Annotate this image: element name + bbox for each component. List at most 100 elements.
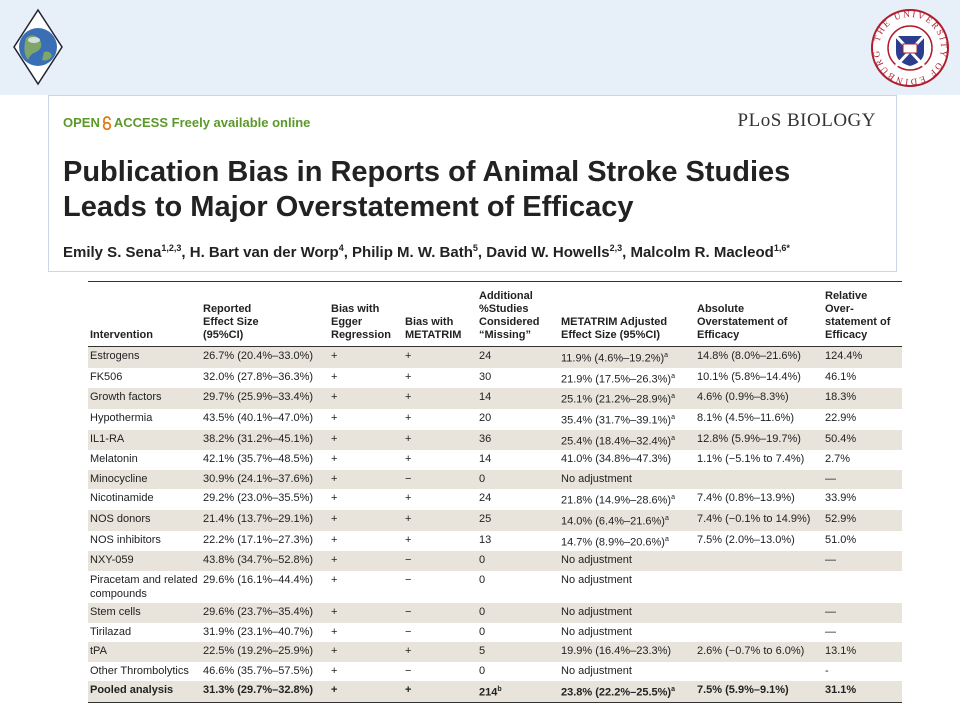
table-cell: + — [405, 533, 412, 546]
table-cell: 41.0% (34.8%–47.3%) — [561, 453, 672, 466]
table-cell: + — [331, 664, 338, 677]
table-cell: + — [329, 388, 403, 409]
table-cell: + — [403, 429, 477, 451]
table-cell: 32.0% (27.8%–36.3%) — [203, 370, 314, 383]
table-cell: 38.2% (31.2%–45.1%) — [201, 429, 329, 451]
cell-text: 25.4% (18.4%–32.4%) — [561, 435, 672, 448]
column-header: Relative Over- statement of Efficacy — [823, 281, 902, 347]
author-affiliation: 5 — [472, 243, 478, 253]
author-name: David W. Howells — [486, 244, 610, 261]
paper-title: Leads to Major Overstatement of Efficacy — [63, 191, 634, 223]
table-cell: + — [405, 492, 412, 505]
table-cell: 31.9% (23.1%–40.7%) — [203, 625, 314, 638]
logo-right: THE UNIVERSITY OF EDINBURGH — [870, 8, 949, 87]
cell-footnote: a — [671, 393, 675, 401]
table-cell: 5 — [477, 642, 559, 662]
paper-title: Publication Bias in Reports of Animal St… — [63, 156, 791, 188]
table-cell: No adjustment — [561, 664, 632, 677]
table-cell: 0 — [477, 469, 559, 490]
table-cell: 14.0% (6.4%–21.6%)a — [559, 510, 695, 531]
table-row: Pooled analysis 31.3% (29.7%–32.8%) + +214b… — [88, 681, 902, 704]
column-header: Bias with Egger Regression — [329, 281, 403, 347]
table-cell: + — [403, 388, 477, 409]
table-cell: 42.1% (35.7%–48.5%) — [203, 453, 314, 466]
table-cell: 22.5% (19.2%–25.9%) — [201, 642, 329, 662]
table-cell: + — [403, 681, 477, 704]
table-cell: 23.8% (22.2%–25.5%)a — [559, 681, 695, 704]
table-cell: 21.9% (17.5%–26.3%)a — [559, 368, 695, 389]
table-cell: 4.6% (0.9%–8.3%) — [695, 388, 823, 409]
author: Malcolm R. Macleod1,6* — [630, 243, 789, 261]
table-cell: 8.1% (4.5%–11.6%) — [697, 411, 795, 424]
table-row: NOS donors 21.4% (13.7%–29.1%) + +25 14.0% (… — [88, 510, 902, 531]
table-row: Growth factors 29.7% (25.9%–33.4%) + +14 25.… — [88, 388, 902, 409]
results-table: Intervention Reported Effect Size (95%CI)… — [88, 281, 902, 704]
table-cell: + — [331, 453, 338, 466]
table-cell: − — [405, 664, 412, 677]
author-affiliation: 4 — [338, 243, 344, 253]
table-row: Stem cells 29.6% (23.7%–35.4%) + −0 No adjus… — [88, 603, 902, 623]
table-cell: 43.5% (40.1%–47.0%) — [203, 411, 314, 424]
table-row: NXY-059 43.8% (34.7%–52.8%) + −0 No adjustme… — [88, 551, 902, 572]
author-affiliation: 2,3 — [609, 243, 623, 253]
table-cell: 29.6% (23.7%–35.4%) — [201, 603, 329, 623]
table-cell: + — [329, 681, 403, 704]
table-cell: Stem cells — [88, 603, 201, 623]
table-cell: + — [329, 510, 403, 531]
author-affiliation: 1,2,3 — [161, 243, 182, 253]
table-cell: IL1-RA — [88, 429, 201, 451]
paper-header: OPEN ACCESS Freely available online PLoS … — [48, 95, 897, 272]
table-row: Other Thrombolytics 46.6% (35.7%–57.5%) + −… — [88, 662, 902, 682]
table-row: Piracetam and related compounds 29.6% (16… — [88, 571, 902, 603]
table-cell: NOS donors — [88, 510, 201, 531]
table-row: Melatonin 42.1% (35.7%–48.5%) + +14 41.0% (3… — [88, 450, 902, 470]
table-cell: 0 — [477, 551, 559, 572]
table-cell — [695, 603, 823, 623]
table-cell: 0 — [477, 603, 559, 623]
cell-footnote: a — [664, 515, 669, 523]
table-cell: — — [823, 551, 902, 572]
table-cell: + — [403, 642, 477, 662]
author-name: H. Bart van der Worp — [189, 244, 339, 261]
table-cell: + — [329, 551, 403, 572]
table-cell: 29.2% (23.0%–35.5%) — [203, 492, 314, 505]
table-row: Estrogens 26.7% (20.4%–33.0%) + +24 11.9% (4… — [88, 346, 902, 368]
logo-left — [13, 8, 63, 86]
table-body: Estrogens 26.7% (20.4%–33.0%) + +24 11.9% (4… — [88, 346, 902, 704]
cell-text: 214 — [479, 687, 498, 700]
table-cell: — — [823, 603, 902, 623]
table-cell: 36 — [477, 429, 559, 451]
table-cell: + — [329, 603, 403, 623]
table-cell: 46.1% — [825, 370, 857, 383]
table-cell: + — [331, 492, 338, 505]
cell-footnote: a — [671, 413, 675, 421]
table-cell: 20 — [479, 411, 492, 424]
table-cell: 7.4% (−0.1% to 14.9%) — [695, 510, 823, 531]
table-cell: Growth factors — [88, 388, 201, 409]
table-cell: 29.6% (16.1%–44.4%) — [203, 574, 314, 587]
author-name: Philip M. W. Bath — [352, 244, 473, 261]
table-cell — [695, 571, 823, 603]
table-row: Tirilazad 31.9% (23.1%–40.7%) + − 0 No adjust… — [88, 623, 902, 643]
table-cell: 7.4% (0.8%–13.9%) — [697, 492, 795, 505]
table-cell: Other Thrombolytics — [90, 664, 189, 677]
column-header: Absolute Overstatement of Efficacy — [695, 281, 823, 347]
table-cell: + — [331, 411, 338, 424]
table-cell: + — [329, 642, 403, 662]
cell-footnote: a — [671, 494, 675, 502]
table-cell: + — [329, 469, 403, 490]
table-cell: 43.8% (34.7%–52.8%) — [201, 551, 329, 572]
column-header: Intervention — [88, 281, 201, 347]
table-cell: 21.8% (14.9%–28.6%)a — [559, 489, 695, 510]
table-cell: Minocycline — [88, 469, 201, 490]
table-cell: 19.9% (16.4%–23.3%) — [559, 642, 695, 662]
table-row: Hypothermia 43.5% (40.1%–47.0%) + +20 35.4% … — [88, 409, 902, 430]
table-cell: Melatonin — [90, 453, 138, 466]
table-cell: Piracetam and related compounds — [90, 574, 198, 601]
table-cell: — — [823, 469, 902, 490]
table-cell: 12.8% (5.9%–19.7%) — [695, 429, 823, 451]
cell-text: 25.1% (21.2%–28.9%) — [561, 393, 672, 406]
table-cell: 29.7% (25.9%–33.4%) — [201, 388, 329, 409]
table-cell: + — [331, 533, 338, 546]
author: Philip M. W. Bath5, — [352, 243, 487, 261]
